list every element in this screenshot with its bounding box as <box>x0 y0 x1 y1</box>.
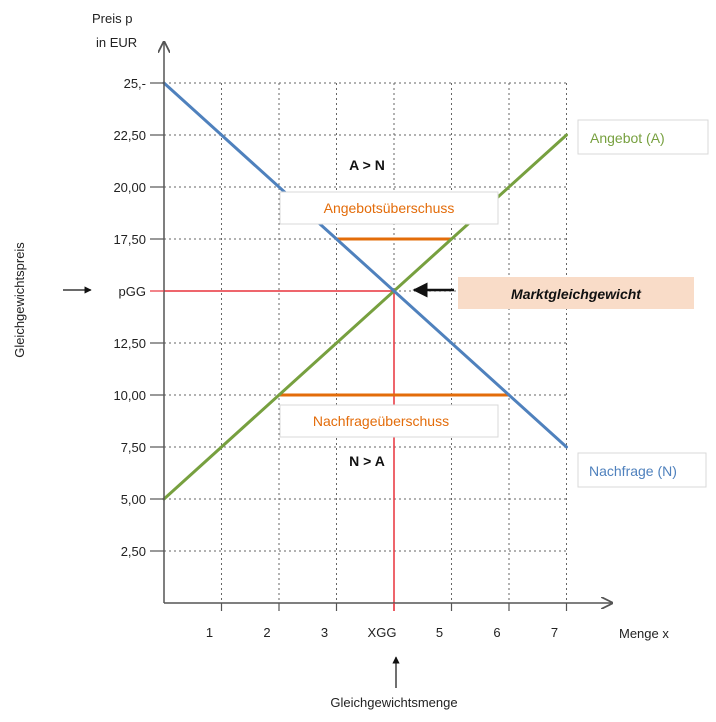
legend-supply-label: Angebot (A) <box>590 130 665 146</box>
x-tick-label: 5 <box>436 625 443 640</box>
x-tick-labels: 1 2 3 XGG 5 6 7 <box>206 625 558 640</box>
supply-surplus-text: Angebotsüberschuss <box>324 200 455 216</box>
x-tick-label: 6 <box>493 625 500 640</box>
legend-demand: Nachfrage (N) <box>577 452 707 488</box>
x-tick-label: 7 <box>551 625 558 640</box>
demand-surplus-text: Nachfrageüberschuss <box>313 413 449 429</box>
axes <box>164 42 612 603</box>
demand-surplus-label: Nachfrageüberschuss <box>279 404 499 438</box>
y-axis-title: Preis p <box>92 11 132 26</box>
y-tick-label: 20,00 <box>113 180 146 195</box>
surplus-lines <box>279 237 509 397</box>
x-tick-label: 2 <box>263 625 270 640</box>
side-label-equilibrium-price: Gleichgewichtspreis <box>12 242 27 358</box>
bottom-label-equilibrium-quantity: Gleichgewichtsmenge <box>330 695 457 710</box>
y-tick-label: 2,50 <box>121 544 146 559</box>
y-tick-label: pGG <box>119 284 146 299</box>
y-tick-label: 5,00 <box>121 492 146 507</box>
equilibrium-box <box>458 277 694 309</box>
x-tick-label: XGG <box>368 625 397 640</box>
legend-supply: Angebot (A) <box>577 119 709 155</box>
legend-demand-box <box>577 452 707 488</box>
x-tick-label: 1 <box>206 625 213 640</box>
y-tick-label: 12,50 <box>113 336 146 351</box>
y-tick-label: 7,50 <box>121 440 146 455</box>
x-tick-label: 3 <box>321 625 328 640</box>
equilibrium-guide-lines <box>164 290 395 611</box>
supply-surplus-label: Angebotsüberschuss <box>279 191 499 225</box>
supply-surplus-box <box>279 191 499 225</box>
supply-line <box>162 133 568 501</box>
demand-line <box>162 81 568 449</box>
y-tick-labels: 2,50 5,00 7,50 10,00 12,50 pGG 17,50 20,00 22,50… <box>113 76 146 559</box>
note-demand-greater: N > A <box>349 453 385 469</box>
tick-marks <box>150 82 568 611</box>
y-tick-label: 25,- <box>124 76 146 91</box>
y-tick-label: 22,50 <box>113 128 146 143</box>
note-supply-greater: A > N <box>349 157 385 173</box>
demand-surplus-box <box>279 404 499 438</box>
y-axis-unit: in EUR <box>96 35 137 50</box>
legend-supply-box <box>577 119 709 155</box>
legend-demand-label: Nachfrage (N) <box>589 463 677 479</box>
series-lines <box>162 81 568 501</box>
equilibrium-annotation: Marktgleichgewicht <box>412 277 694 309</box>
x-axis-title: Menge x <box>619 626 669 641</box>
equilibrium-label: Marktgleichgewicht <box>511 286 642 302</box>
y-tick-label: 10,00 <box>113 388 146 403</box>
y-tick-label: 17,50 <box>113 232 146 247</box>
